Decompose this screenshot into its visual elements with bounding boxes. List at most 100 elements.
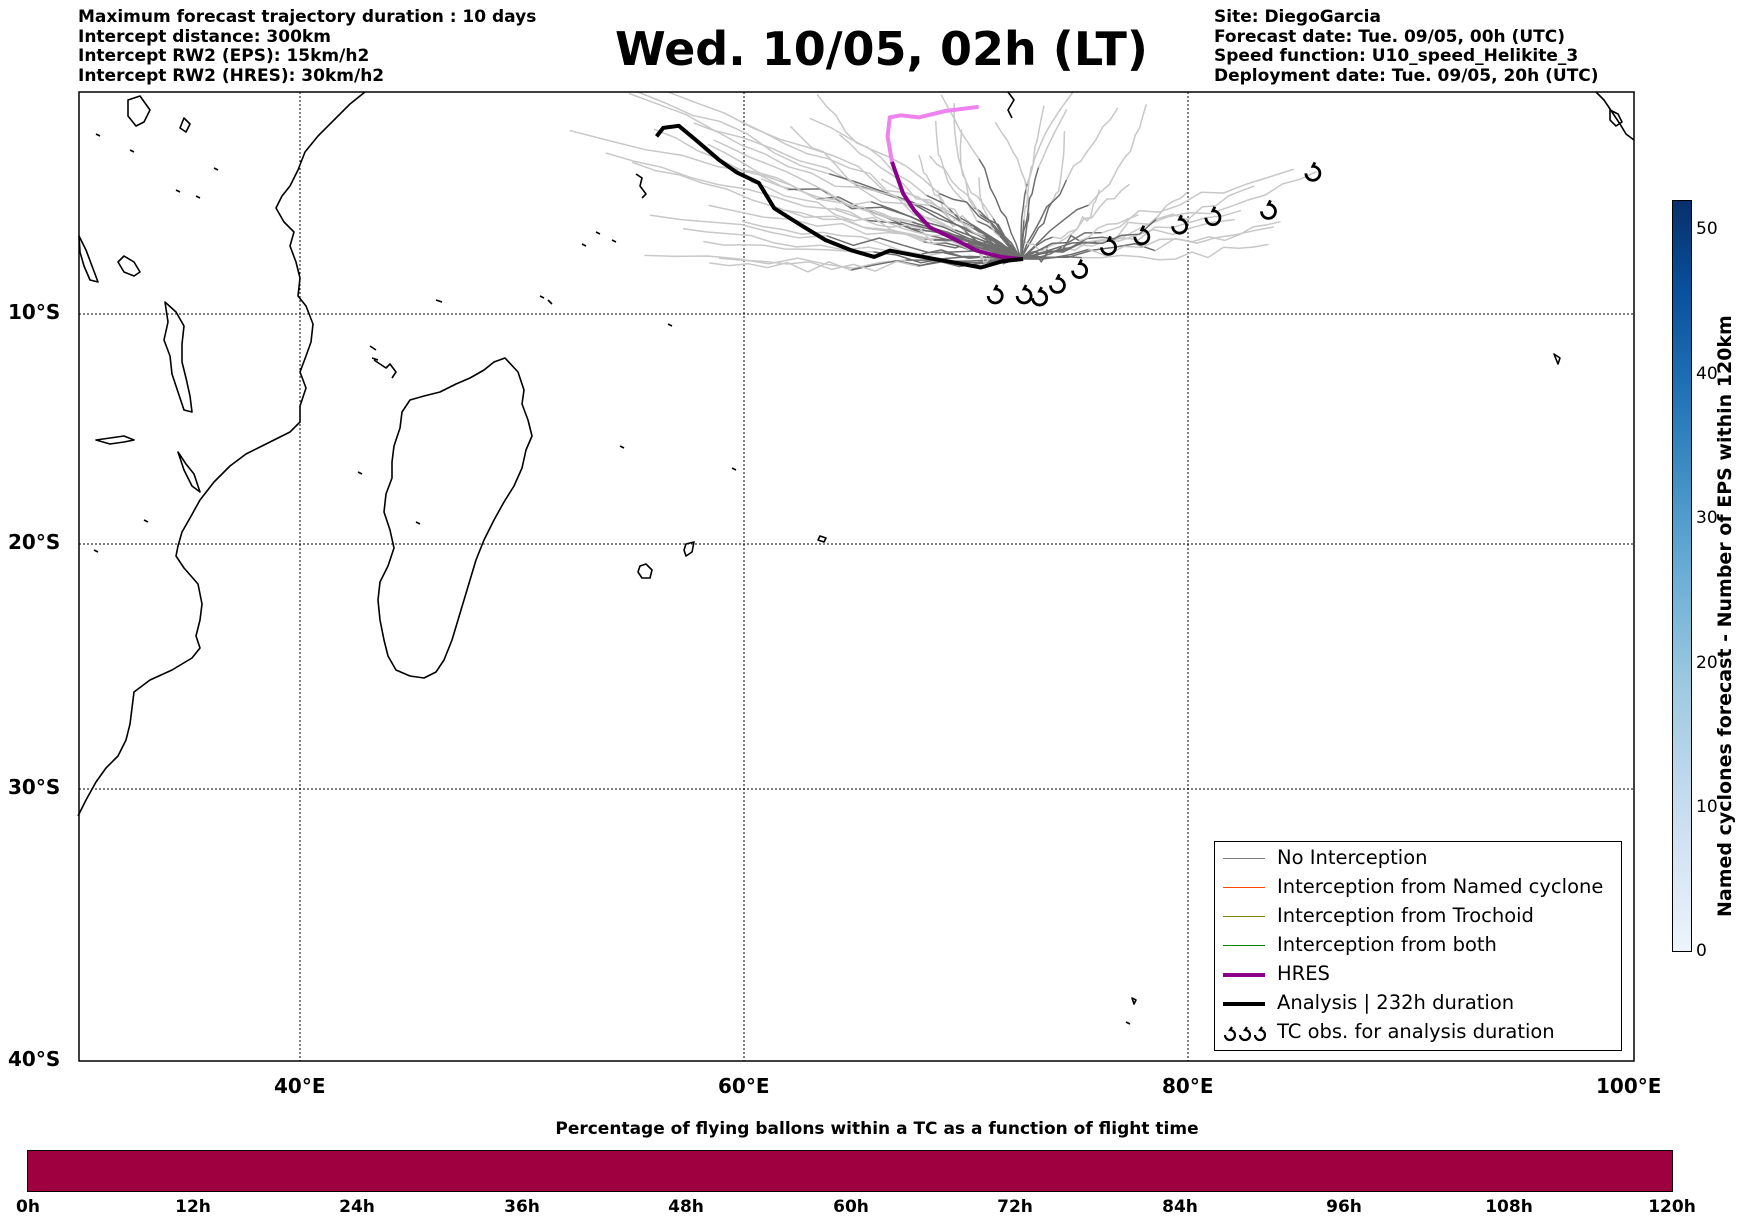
colorbar-v-tick: 40 bbox=[1696, 364, 1718, 384]
lake-rudolf bbox=[127, 95, 151, 127]
eps-trajectory-late bbox=[693, 122, 953, 230]
colorbar-h-tick: 72h bbox=[997, 1197, 1033, 1217]
eps-trajectory bbox=[1020, 212, 1030, 260]
legend-swatch bbox=[1223, 858, 1265, 859]
legend-swatch bbox=[1223, 1002, 1265, 1006]
hres-trajectory bbox=[890, 161, 1022, 261]
eps-trajectory-late bbox=[637, 91, 830, 175]
eps-trajectory-late bbox=[809, 117, 940, 195]
header-right: Site: DiegoGarcia Forecast date: Tue. 09… bbox=[1214, 7, 1599, 86]
eps-trajectory-late bbox=[1155, 185, 1255, 221]
colorbar-v-label: Named cyclones forecast - Number of EPS … bbox=[1714, 315, 1736, 917]
colorbar-h-title: Percentage of flying ballons within a TC… bbox=[555, 1119, 1199, 1139]
eps-trajectory bbox=[898, 221, 1022, 260]
eps-trajectory-late bbox=[632, 161, 925, 240]
tc-obs-marker bbox=[1015, 284, 1033, 305]
map-frame bbox=[78, 91, 1635, 1062]
socotra-area bbox=[95, 133, 219, 199]
africa-coast bbox=[77, 91, 366, 817]
colorbar-h-tick: 60h bbox=[833, 1197, 869, 1217]
eps-trajectory-late bbox=[978, 176, 1001, 238]
colorbar-v-tick: 30 bbox=[1696, 508, 1718, 528]
tc-obs-marker bbox=[1304, 161, 1322, 182]
eps-trajectory-late bbox=[750, 181, 935, 241]
header-right-line: Speed function: U10_speed_Helikite_3 bbox=[1214, 46, 1579, 66]
eps-trajectory-late bbox=[1078, 214, 1139, 242]
colorbar-horizontal bbox=[27, 1150, 1673, 1192]
analysis-trajectory bbox=[655, 123, 1024, 270]
colorbar-h-tick: 84h bbox=[1162, 1197, 1198, 1217]
eps-trajectory-late bbox=[667, 91, 955, 215]
eps-trajectory-late bbox=[644, 254, 907, 269]
eps-trajectory bbox=[932, 239, 1022, 260]
eps-trajectory-late bbox=[940, 94, 980, 160]
legend-swatch bbox=[1223, 887, 1265, 888]
seychelles-bank bbox=[635, 173, 647, 199]
colorbar-v-tick: 0 bbox=[1696, 941, 1707, 961]
eps-trajectory-late bbox=[1022, 240, 1048, 253]
legend-swatch bbox=[1223, 916, 1265, 917]
eps-trajectory-late bbox=[1114, 191, 1188, 240]
eps-trajectory bbox=[1020, 166, 1040, 260]
eps-trajectory-late bbox=[929, 155, 981, 216]
eps-trajectory bbox=[953, 228, 1022, 260]
eps-trajectories bbox=[569, 91, 1317, 273]
eps-trajectory-late bbox=[1051, 130, 1066, 203]
eps-trajectory-late bbox=[1088, 104, 1147, 206]
colorbar-v-tick: 20 bbox=[1696, 653, 1718, 673]
tc-obs-marker bbox=[1049, 273, 1066, 294]
lat-label-40s: 40°S bbox=[8, 1047, 61, 1071]
eps-trajectory-late bbox=[994, 122, 1030, 214]
coastlines bbox=[77, 91, 1635, 1025]
eps-trajectory-late bbox=[1037, 109, 1068, 168]
tc-observations bbox=[986, 161, 1322, 307]
eps-trajectory bbox=[1020, 248, 1090, 260]
legend-label: Interception from Trochoid bbox=[1277, 904, 1534, 927]
eps-trajectory bbox=[1020, 204, 1090, 260]
eps-trajectory bbox=[983, 236, 1022, 260]
lake-tanganyika bbox=[78, 235, 99, 283]
page-title: Wed. 10/05, 02h (LT) bbox=[615, 22, 1148, 76]
eps-trajectory-late bbox=[649, 214, 828, 239]
lon-label-80e: 80°E bbox=[1162, 1074, 1214, 1098]
colorbar-v-tick: 50 bbox=[1696, 219, 1718, 239]
tc-obs-marker bbox=[1031, 286, 1049, 307]
colorbar-h-tick: 108h bbox=[1485, 1197, 1533, 1217]
eps-trajectory-late bbox=[709, 260, 852, 273]
legend: No Interception Interception from Named … bbox=[1214, 841, 1622, 1051]
header-right-line: Deployment date: Tue. 09/05, 20h (UTC) bbox=[1214, 65, 1599, 86]
colorbar-h-tick: 24h bbox=[339, 1197, 375, 1217]
eps-trajectory-late bbox=[1088, 226, 1274, 257]
colorbar-vertical bbox=[1672, 200, 1692, 952]
legend-item-no-interception: No Interception bbox=[1215, 846, 1621, 872]
hres-trajectory-late bbox=[885, 104, 979, 163]
eps-trajectory-late bbox=[1047, 189, 1100, 248]
eps-trajectory-late bbox=[653, 128, 901, 223]
lake-kariba bbox=[95, 435, 135, 445]
header-left: Maximum forecast trajectory duration : 1… bbox=[78, 7, 537, 86]
tc-obs-marker bbox=[1204, 206, 1222, 227]
lake-malawi bbox=[163, 301, 193, 413]
eps-trajectory-late bbox=[569, 129, 789, 191]
legend-swatch bbox=[1223, 973, 1265, 977]
header-left-line: Maximum forecast trajectory duration : 1… bbox=[78, 7, 537, 27]
legend-item-trochoid: Interception from Trochoid bbox=[1215, 904, 1621, 930]
amsterdam-island bbox=[1131, 997, 1137, 1005]
legend-label: No Interception bbox=[1277, 846, 1428, 869]
tc-obs-symbol-icon bbox=[1223, 1026, 1267, 1042]
sri-lanka bbox=[1609, 109, 1623, 127]
mauritius bbox=[683, 541, 695, 557]
eps-trajectory-late bbox=[1076, 209, 1242, 247]
rodrigues bbox=[817, 535, 827, 543]
header-right-line: Forecast date: Tue. 09/05, 00h (UTC) bbox=[1214, 26, 1565, 47]
eps-trajectory bbox=[869, 200, 1022, 260]
eps-trajectory-late bbox=[703, 240, 874, 253]
colorbar-h-tick: 12h bbox=[175, 1197, 211, 1217]
lake-victoria bbox=[117, 255, 141, 277]
eps-trajectory bbox=[1020, 200, 1054, 260]
legend-item-both: Interception from both bbox=[1215, 933, 1621, 959]
lat-label-20s: 20°S bbox=[8, 530, 61, 554]
legend-label: Interception from Named cyclone bbox=[1277, 875, 1604, 898]
eps-trajectory-late bbox=[1026, 91, 1074, 185]
eps-trajectory bbox=[1020, 182, 1028, 260]
